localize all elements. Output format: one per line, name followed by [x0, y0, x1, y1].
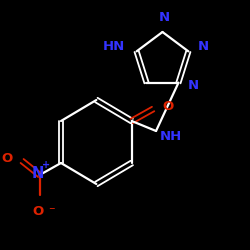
Text: NH: NH	[160, 130, 182, 142]
Text: N: N	[188, 79, 199, 92]
Text: O: O	[163, 100, 174, 112]
Text: +: +	[42, 160, 50, 170]
Text: HN: HN	[103, 40, 125, 53]
Text: N: N	[198, 40, 209, 53]
Text: O: O	[1, 152, 12, 166]
Text: O: O	[32, 205, 43, 218]
Text: ⁻: ⁻	[48, 205, 55, 218]
Text: N: N	[32, 166, 44, 180]
Text: N: N	[159, 11, 170, 24]
